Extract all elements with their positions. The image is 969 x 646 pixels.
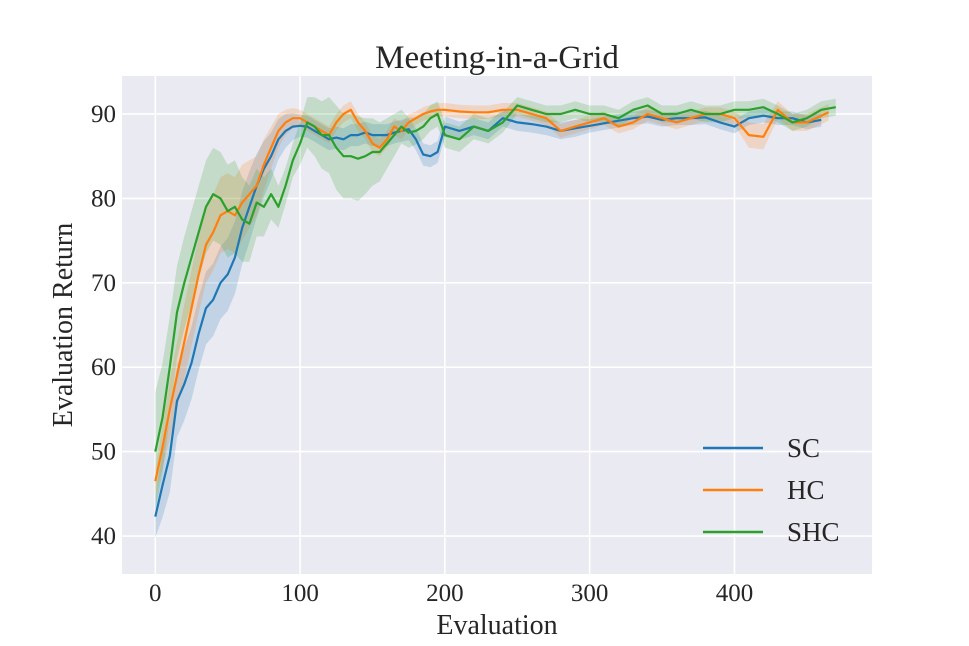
x-tick-label: 300 (571, 580, 609, 607)
y-tick-label: 80 (91, 185, 116, 212)
series-lines (154, 104, 836, 517)
x-tick-label: 200 (426, 580, 464, 607)
y-tick-label: 60 (91, 354, 116, 381)
y-tick-label: 50 (91, 439, 116, 466)
chart-title: Meeting-in-a-Grid (375, 40, 619, 76)
gridlines (122, 76, 872, 574)
legend-label-hc: HC (787, 475, 825, 505)
legend: SC HC SHC (703, 433, 840, 547)
x-tick-labels: 0 100 200 300 400 (149, 580, 753, 607)
line-sc (154, 114, 822, 517)
y-tick-label: 40 (91, 523, 116, 550)
legend-label-sc: SC (787, 433, 820, 463)
y-axis-label: Evaluation Return (48, 223, 79, 428)
x-tick-label: 400 (716, 580, 754, 607)
x-tick-label: 0 (149, 580, 162, 607)
y-tick-label: 90 (91, 101, 116, 128)
line-shc (154, 104, 836, 452)
line-hc (154, 108, 830, 482)
plot-background (122, 76, 872, 574)
variance-bands (155, 97, 836, 538)
y-tick-label: 70 (91, 270, 116, 297)
legend-label-shc: SHC (787, 517, 840, 547)
y-tick-labels: 40 50 60 70 80 90 (91, 101, 116, 550)
x-tick-label: 100 (281, 580, 319, 607)
band-hc (155, 101, 829, 494)
x-axis-label: Evaluation (436, 610, 557, 641)
